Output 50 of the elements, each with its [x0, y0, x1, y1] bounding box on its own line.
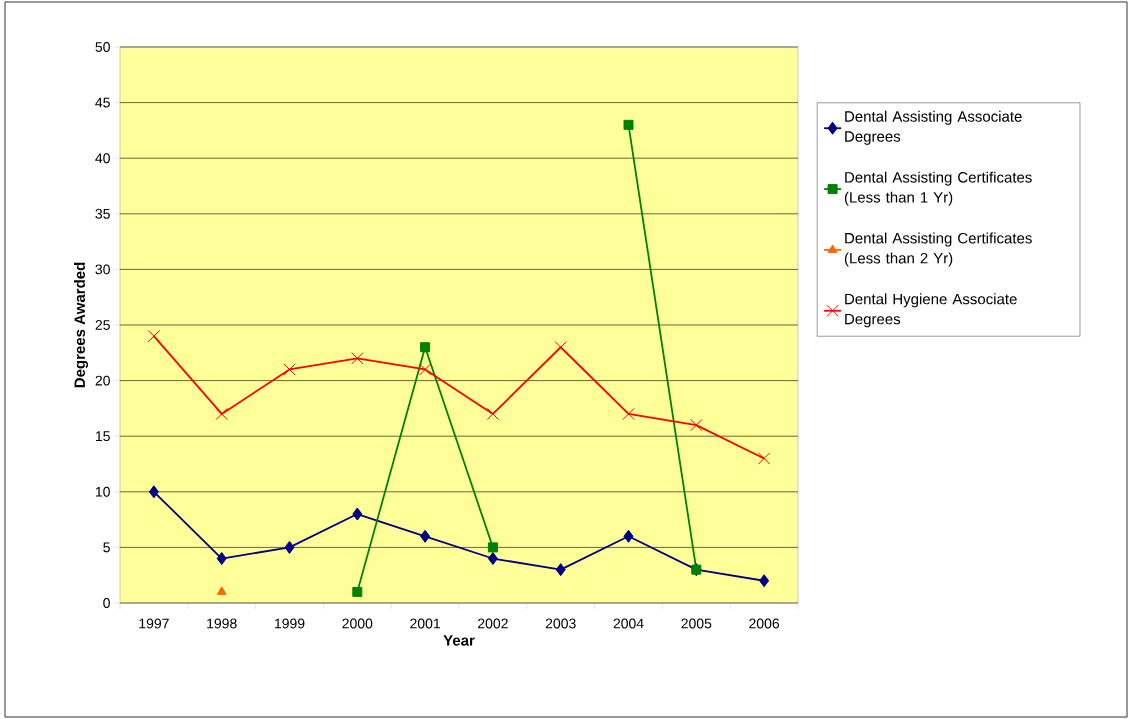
y-tick-label: 40	[95, 153, 110, 164]
point	[283, 363, 296, 376]
point	[352, 586, 363, 597]
legend-label: Dental Hygiene Associate Degrees	[845, 293, 1017, 328]
point	[690, 418, 703, 432]
legend-label: Dental Assisting Associate Degrees	[845, 110, 1022, 145]
y-tick-label: 5	[103, 542, 110, 553]
y-tick-label: 0	[103, 598, 110, 608]
point	[487, 542, 498, 553]
point	[622, 407, 635, 421]
x-tick-label: 1999	[274, 618, 305, 629]
y-tick-label: 35	[95, 208, 110, 219]
x-tick-label: 2000	[342, 618, 373, 629]
y-tick-label: 10	[95, 486, 110, 497]
point	[486, 407, 500, 421]
point	[148, 485, 159, 499]
point	[284, 540, 295, 554]
x-tick-label: 2001	[410, 618, 440, 629]
legend-label: Dental Assisting Certificates (Less than 1 Yr)	[844, 171, 1032, 206]
point	[757, 452, 771, 465]
point	[420, 529, 431, 543]
point	[215, 407, 228, 421]
y-tick-label: 30	[95, 264, 110, 275]
legend-label: Dental Assisting Certificates (Less than 2 Yr)	[844, 232, 1032, 267]
point	[623, 529, 634, 543]
x-axis-title: Year	[443, 635, 475, 646]
point	[623, 119, 634, 130]
point	[418, 363, 432, 376]
x-tick-label: 2006	[749, 618, 780, 629]
y-tick-label: 20	[95, 375, 110, 386]
x-tick-label: 2004	[613, 618, 644, 629]
x-tick-label: 1997	[139, 618, 169, 629]
point	[420, 342, 431, 353]
point	[759, 574, 770, 588]
x-tick-label: 2002	[478, 618, 508, 629]
point	[216, 586, 227, 595]
y-axis-title: Degrees Awarded	[74, 262, 89, 388]
point	[555, 563, 566, 577]
x-tick-label: 1998	[207, 618, 237, 629]
point	[487, 552, 498, 566]
y-tick-label: 25	[95, 320, 110, 330]
y-tick-label: 45	[95, 97, 110, 108]
x-tick-label: 2005	[681, 618, 712, 629]
y-tick-label: 15	[95, 431, 110, 442]
point	[216, 552, 227, 566]
y-tick-label: 50	[95, 42, 110, 52]
point	[352, 507, 363, 521]
x-tick-label: 2003	[545, 618, 576, 629]
point	[351, 352, 364, 365]
point	[147, 329, 161, 343]
